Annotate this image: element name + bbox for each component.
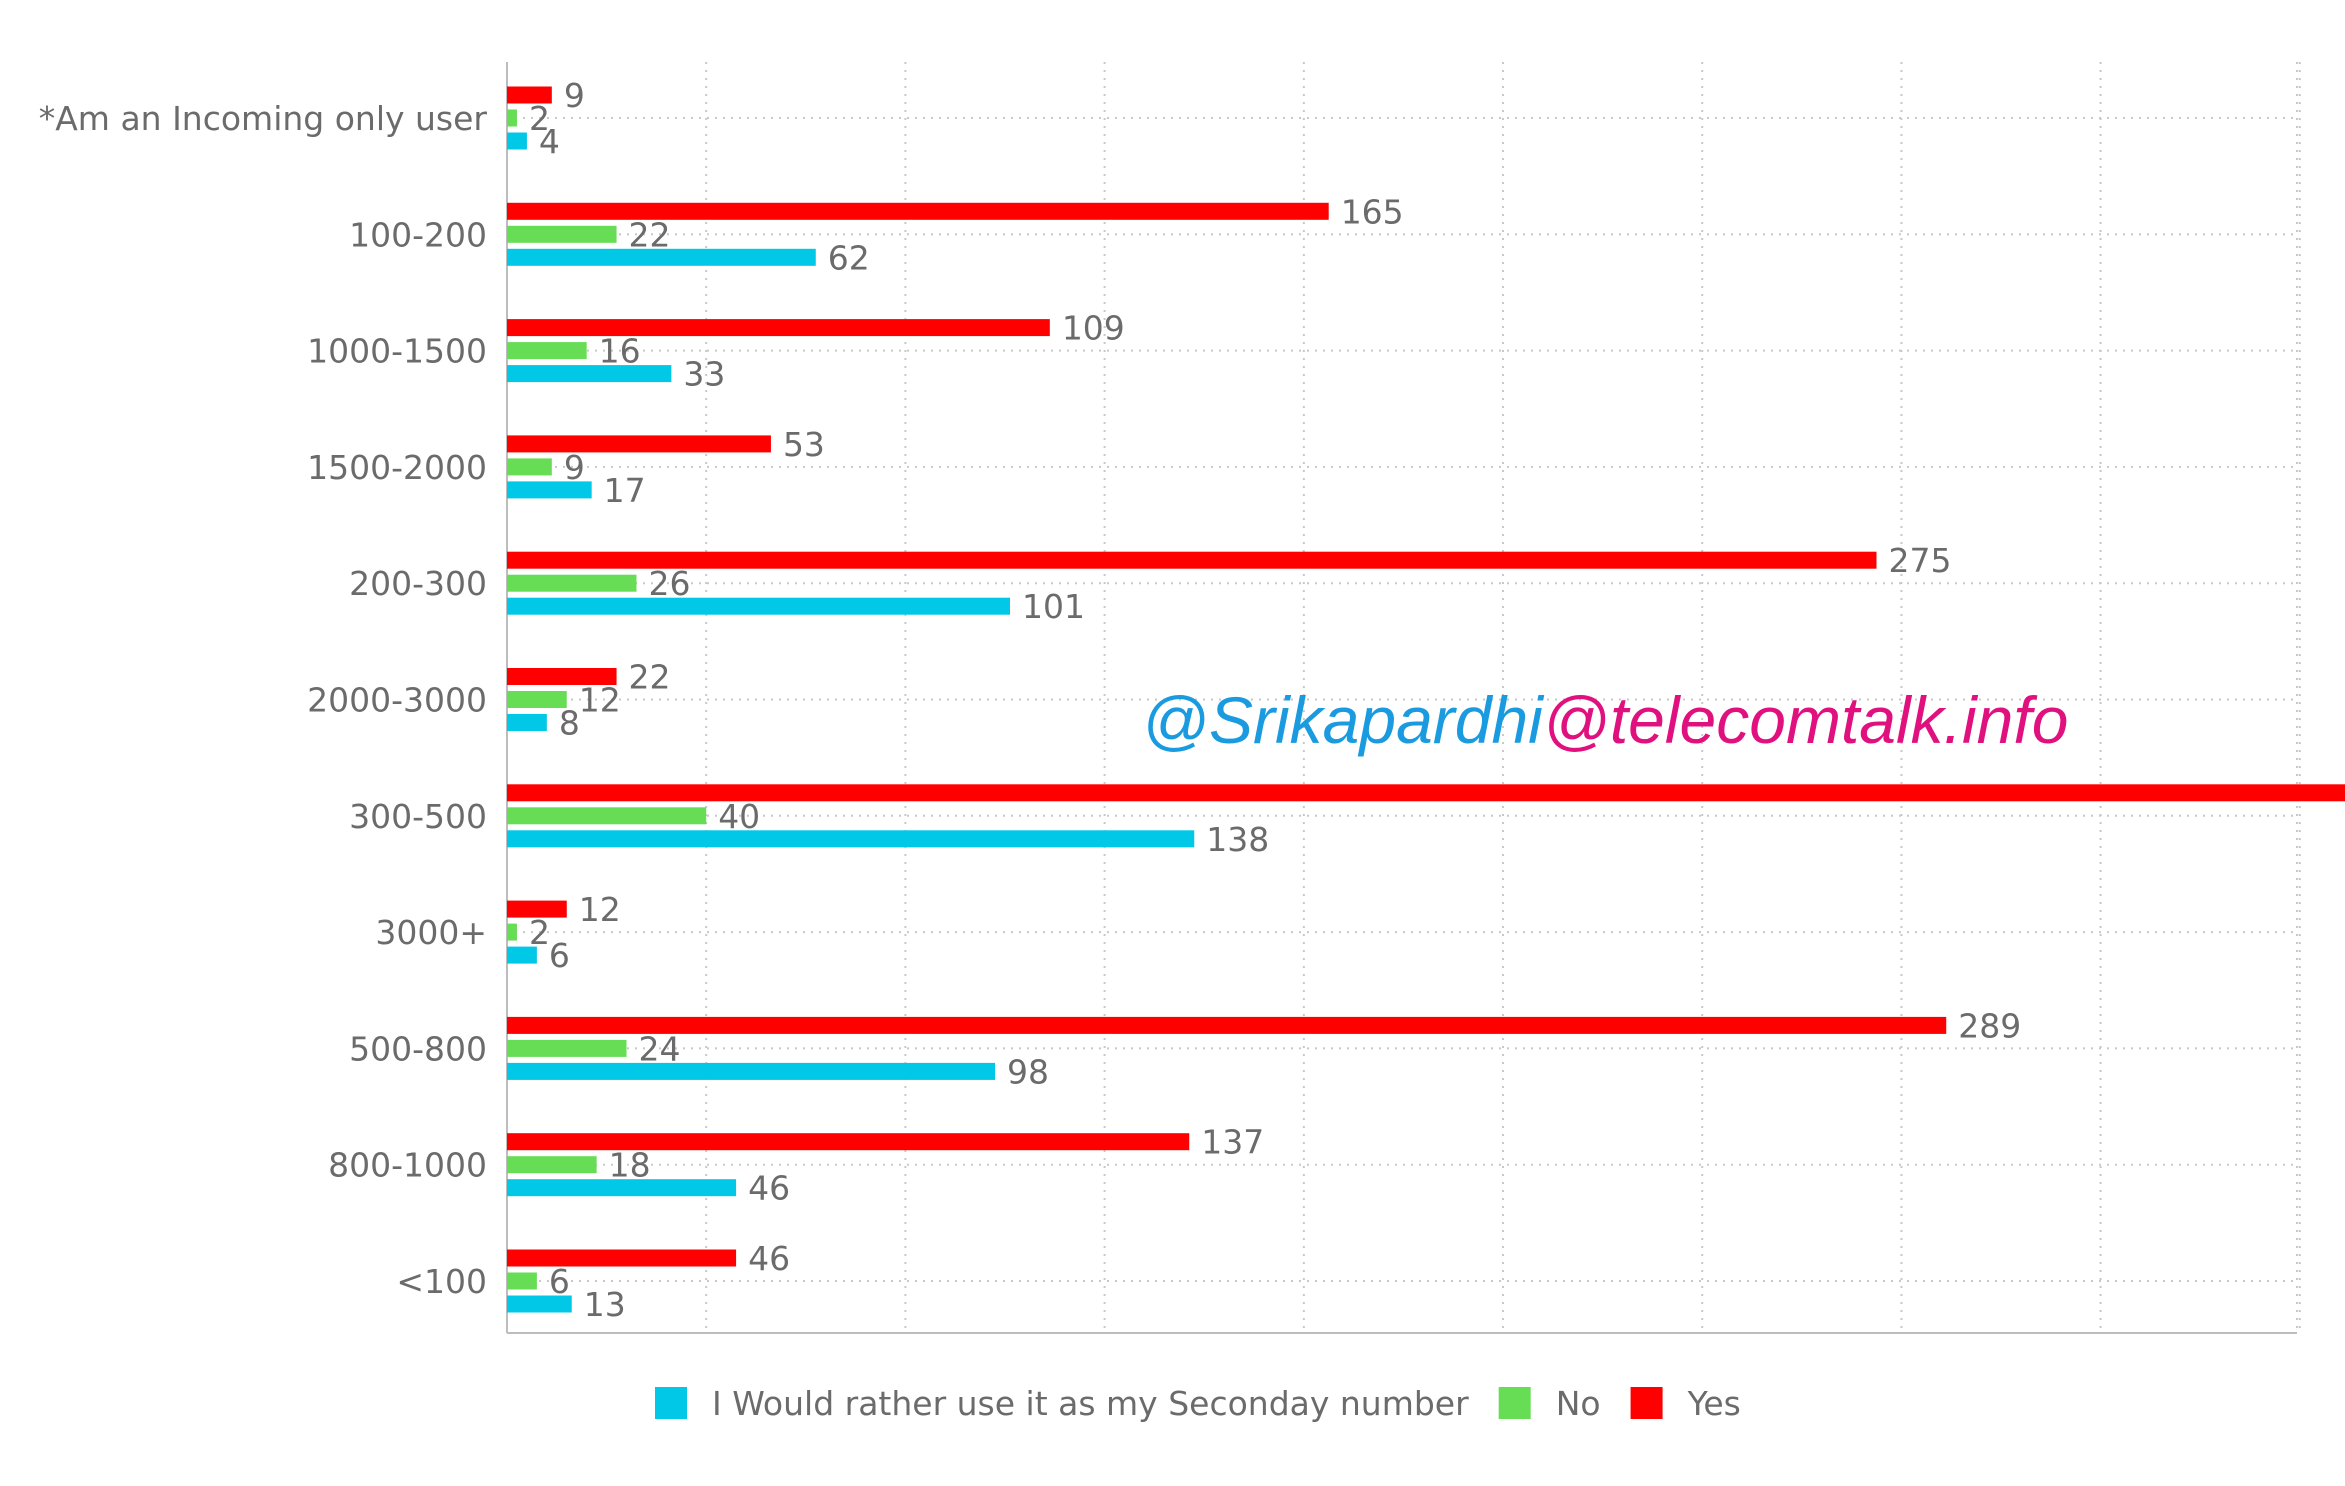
- data-label-yes: 12: [579, 890, 621, 929]
- data-label-no: 16: [599, 332, 641, 371]
- watermark-part2: @telecomtalk.info: [1543, 683, 2069, 757]
- bar-no: [507, 1156, 597, 1174]
- bar-no: [507, 1272, 537, 1290]
- category-label: 3000+: [375, 913, 487, 952]
- data-label-i-would-rather-use-it-as-my-seconday-number: 98: [1007, 1052, 1049, 1091]
- data-label-yes: 22: [629, 658, 671, 697]
- data-label-yes: 275: [1889, 541, 1952, 580]
- data-label-yes: 137: [1201, 1123, 1264, 1162]
- bar-yes: [507, 1016, 1947, 1034]
- bar-i-would-rather-use-it-as-my-seconday-number: [507, 1179, 737, 1197]
- bar-yes: [507, 435, 771, 453]
- bar-i-would-rather-use-it-as-my-seconday-number: [507, 714, 547, 731]
- bar-i-would-rather-use-it-as-my-seconday-number: [507, 1295, 572, 1313]
- bar-no: [507, 342, 587, 360]
- bar-yes: [507, 668, 617, 685]
- bars: [507, 86, 2345, 1313]
- data-label-i-would-rather-use-it-as-my-seconday-number: 33: [683, 355, 725, 394]
- data-label-no: 18: [609, 1146, 651, 1185]
- data-label-i-would-rather-use-it-as-my-seconday-number: 6: [549, 936, 570, 975]
- category-label: 1000-1500: [307, 332, 487, 371]
- data-label-no: 9: [564, 448, 585, 487]
- category-label: <100: [396, 1262, 487, 1301]
- data-label-yes: 53: [783, 425, 825, 464]
- legend-label-yes: Yes: [1687, 1384, 1741, 1423]
- watermark-part1: @Srikapardhi: [1142, 683, 1545, 757]
- bar-i-would-rather-use-it-as-my-seconday-number: [507, 597, 1010, 615]
- category-label: 200-300: [349, 564, 487, 603]
- data-label-i-would-rather-use-it-as-my-seconday-number: 4: [539, 122, 560, 161]
- data-label-i-would-rather-use-it-as-my-seconday-number: 46: [748, 1169, 790, 1208]
- legend-swatch-yes: [1630, 1387, 1663, 1419]
- bar-yes: [507, 1133, 1190, 1151]
- data-label-i-would-rather-use-it-as-my-seconday-number: 101: [1022, 587, 1085, 626]
- labels: *Am an Incoming only user924100-20016522…: [39, 76, 2021, 1324]
- category-label: 2000-3000: [307, 681, 487, 720]
- legend-label-i-would-rather-use-it-as-my-seconday-number: I Would rather use it as my Seconday num…: [712, 1384, 1469, 1423]
- data-label-yes: 46: [748, 1239, 790, 1278]
- bar-i-would-rather-use-it-as-my-seconday-number: [507, 132, 527, 150]
- data-label-i-would-rather-use-it-as-my-seconday-number: 8: [559, 704, 580, 743]
- legend-label-no: No: [1556, 1384, 1601, 1423]
- data-label-yes: 165: [1341, 192, 1404, 231]
- bar-yes: [507, 900, 567, 918]
- data-label-no: 26: [648, 564, 690, 603]
- bar-yes: [507, 784, 2345, 802]
- category-label: 100-200: [349, 215, 487, 254]
- watermark-text: @Srikapardhi@telecomtalk.info: [1142, 683, 2068, 757]
- bar-i-would-rather-use-it-as-my-seconday-number: [507, 946, 537, 964]
- category-label: *Am an Incoming only user: [39, 99, 488, 138]
- data-label-yes: 9: [564, 76, 585, 115]
- data-label-no: 2: [529, 99, 550, 138]
- legend: I Would rather use it as my Seconday num…: [655, 1384, 1741, 1423]
- legend-swatch-i-would-rather-use-it-as-my-seconday-number: [655, 1387, 687, 1419]
- category-label: 300-500: [349, 797, 487, 836]
- data-label-yes: 109: [1062, 309, 1125, 348]
- bar-i-would-rather-use-it-as-my-seconday-number: [507, 248, 816, 266]
- legend-swatch-no: [1498, 1387, 1531, 1419]
- bar-yes: [507, 1249, 737, 1267]
- data-label-yes: 289: [1958, 1006, 2021, 1045]
- data-label-i-would-rather-use-it-as-my-seconday-number: 62: [828, 238, 870, 277]
- data-label-i-would-rather-use-it-as-my-seconday-number: 138: [1206, 820, 1269, 859]
- bar-no: [507, 109, 517, 127]
- bar-no: [507, 458, 552, 476]
- category-label: 800-1000: [328, 1146, 487, 1185]
- bar-no: [507, 225, 617, 243]
- bar-yes: [507, 551, 1877, 569]
- data-label-no: 2: [529, 913, 550, 952]
- bar-yes: [507, 202, 1329, 220]
- data-label-no: 6: [549, 1262, 570, 1301]
- bar-no: [507, 807, 707, 825]
- bar-i-would-rather-use-it-as-my-seconday-number: [507, 830, 1195, 848]
- bar-no: [507, 691, 567, 708]
- bar-i-would-rather-use-it-as-my-seconday-number: [507, 1062, 996, 1080]
- bar-i-would-rather-use-it-as-my-seconday-number: [507, 481, 592, 499]
- data-label-i-would-rather-use-it-as-my-seconday-number: 17: [604, 471, 646, 510]
- category-label: 500-800: [349, 1029, 487, 1068]
- bar-yes: [507, 319, 1050, 337]
- bar-i-would-rather-use-it-as-my-seconday-number: [507, 365, 672, 383]
- bar-no: [507, 1039, 627, 1057]
- data-label-no: 40: [718, 797, 760, 836]
- data-label-no: 24: [639, 1029, 681, 1068]
- category-label: 1500-2000: [307, 448, 487, 487]
- bar-no: [507, 923, 517, 941]
- data-label-no: 12: [579, 681, 621, 720]
- bar-no: [507, 574, 637, 592]
- bar-yes: [507, 86, 552, 104]
- data-label-no: 22: [629, 215, 671, 254]
- data-label-i-would-rather-use-it-as-my-seconday-number: 13: [584, 1285, 626, 1324]
